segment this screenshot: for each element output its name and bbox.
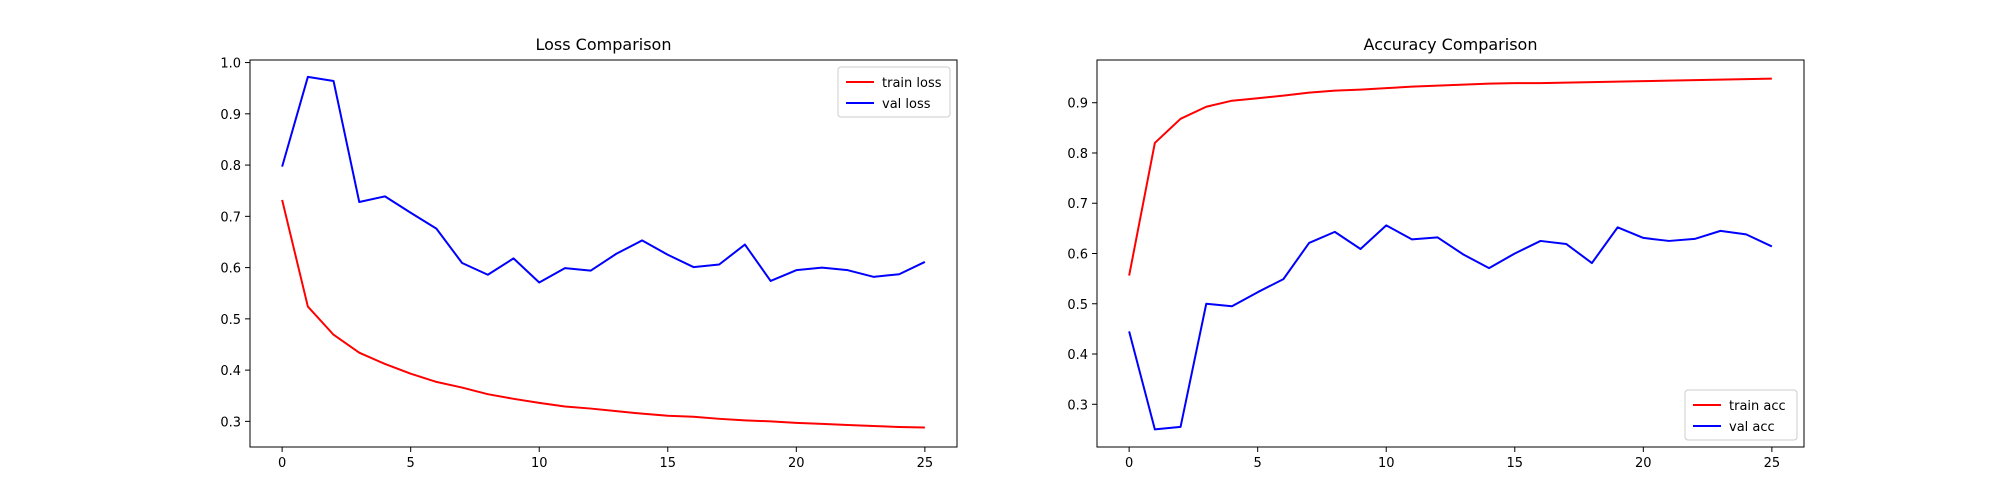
- y-tick-label: 0.4: [1067, 348, 1088, 363]
- x-tick-label: 25: [917, 456, 934, 471]
- y-tick-label: 0.7: [220, 210, 241, 225]
- y-tick-label: 0.5: [220, 313, 241, 328]
- legend-box: [1684, 389, 1798, 441]
- chart-0: Loss Comparison 0 5 10 15 20 25 0.3 0.4 0.5 0.6 0.7…: [220, 35, 958, 471]
- legend-label: val acc: [1729, 420, 1775, 435]
- x-tick-label: 15: [659, 456, 676, 471]
- plot-area-frame: [249, 59, 958, 448]
- y-tick-label: 0.9: [1067, 97, 1088, 112]
- legend: train acc val acc: [1684, 389, 1798, 441]
- y-tick-label: 0.4: [220, 364, 241, 379]
- y-tick-label: 0.6: [1067, 248, 1088, 263]
- legend: train loss val loss: [837, 66, 951, 118]
- chart-title: Accuracy Comparison: [1364, 35, 1538, 54]
- y-tick-label: 0.7: [1067, 197, 1088, 212]
- y-tick-label: 0.6: [220, 262, 241, 277]
- x-tick-label: 15: [1506, 456, 1523, 471]
- y-tick-label: 0.3: [220, 415, 241, 430]
- y-tick-label: 0.8: [220, 159, 241, 174]
- y-tick-label: 0.3: [1067, 398, 1088, 413]
- legend-label: val loss: [882, 97, 931, 112]
- x-tick-label: 10: [531, 456, 548, 471]
- series-line-val-loss: [281, 75, 926, 284]
- x-tick-label: 10: [1378, 456, 1395, 471]
- y-tick-label: 0.5: [1067, 298, 1088, 313]
- legend-label: train loss: [882, 76, 942, 91]
- y-tick-label: 0.8: [1067, 147, 1088, 162]
- x-tick-label: 5: [1254, 456, 1262, 471]
- chart-title: Loss Comparison: [536, 35, 672, 54]
- x-tick-label: 20: [1635, 456, 1652, 471]
- y-tick-label: 0.9: [220, 108, 241, 123]
- plot-area-frame: [1096, 59, 1805, 448]
- series-line-train-loss: [281, 199, 925, 429]
- chart-1: Accuracy Comparison 0 5 10 15 20 25 0.3 0.4 0.5 0.…: [1067, 35, 1805, 471]
- x-tick-label: 5: [407, 456, 415, 471]
- x-tick-label: 0: [278, 456, 286, 471]
- series-line-train-acc: [1128, 77, 1772, 276]
- x-tick-label: 25: [1764, 456, 1781, 471]
- y-tick-label: 1.0: [220, 57, 241, 72]
- legend-label: train acc: [1729, 399, 1786, 414]
- legend-box: [837, 66, 951, 118]
- x-tick-label: 20: [788, 456, 805, 471]
- x-tick-label: 0: [1125, 456, 1133, 471]
- series-line-val-acc: [1128, 224, 1773, 431]
